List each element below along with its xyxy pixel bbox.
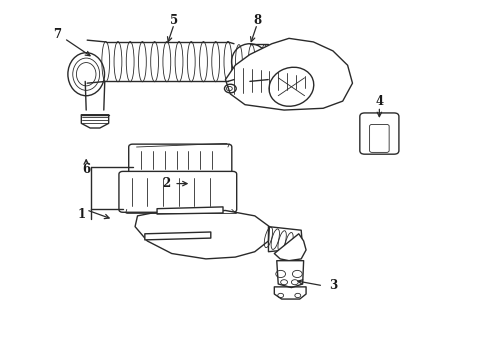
Polygon shape [274, 234, 306, 261]
FancyBboxPatch shape [360, 113, 399, 154]
Polygon shape [135, 211, 270, 259]
FancyBboxPatch shape [119, 171, 237, 212]
Text: 5: 5 [170, 14, 178, 27]
Polygon shape [225, 39, 352, 110]
Text: 7: 7 [53, 28, 61, 41]
Text: 6: 6 [82, 163, 90, 176]
Polygon shape [277, 261, 304, 288]
Text: 8: 8 [253, 14, 261, 27]
Polygon shape [145, 232, 211, 240]
Text: 1: 1 [77, 208, 85, 221]
Polygon shape [157, 207, 223, 214]
Text: 4: 4 [375, 95, 384, 108]
Text: 2: 2 [163, 177, 171, 190]
FancyBboxPatch shape [129, 144, 232, 176]
FancyBboxPatch shape [369, 125, 389, 152]
Text: 3: 3 [329, 279, 337, 292]
